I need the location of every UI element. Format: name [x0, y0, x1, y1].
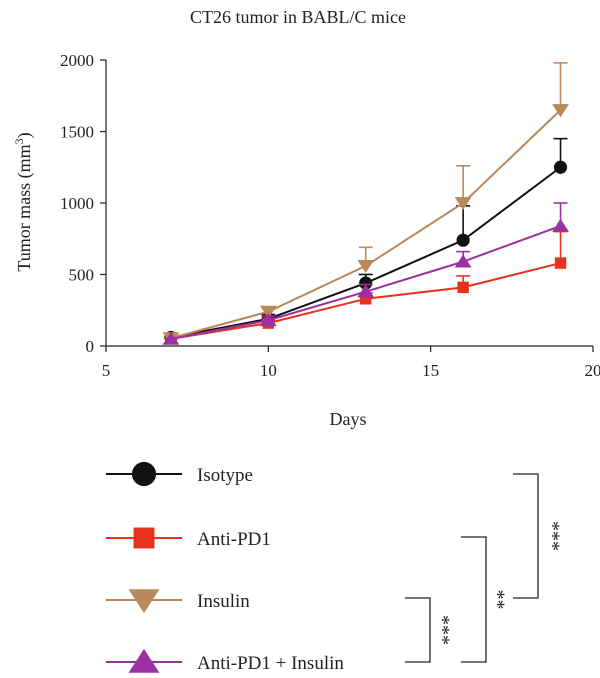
- data-point: [259, 305, 277, 319]
- x-axis-label: Days: [330, 409, 367, 429]
- legend-item-isotype: Isotype: [106, 461, 253, 487]
- data-point: [457, 281, 469, 294]
- y-axis-label: Tumor mass (mm3): [12, 132, 35, 271]
- significance-label: **: [493, 590, 515, 610]
- y-tick-label: 1000: [60, 194, 94, 213]
- legend: Isotype Anti-PD1 Insulin Anti-PD1 + Insulin: [106, 461, 344, 674]
- y-tick-label: 1500: [60, 123, 94, 142]
- x-tick-label: 5: [102, 361, 111, 380]
- legend-marker: [128, 648, 160, 673]
- data-point: [359, 276, 373, 290]
- data-point: [454, 197, 472, 211]
- series-isotype: [164, 137, 568, 345]
- legend-label: Anti-PD1: [197, 529, 271, 550]
- x-tick-label: 15: [422, 361, 439, 380]
- data-point: [552, 104, 569, 118]
- bracket-line: [405, 597, 431, 663]
- legend-item-anti-pd1: Anti-PD1: [106, 527, 271, 550]
- bracket-line: [461, 536, 487, 663]
- y-tick-label: 2000: [60, 51, 94, 70]
- y-tick-label: 0: [86, 337, 95, 356]
- legend-label: Insulin: [197, 591, 250, 612]
- significance-brackets: ********: [405, 473, 570, 663]
- legend-label: Isotype: [197, 465, 253, 486]
- legend-marker: [131, 461, 157, 487]
- x-tick-label: 10: [260, 361, 277, 380]
- legend-label: Anti-PD1 + Insulin: [197, 653, 344, 674]
- data-point: [456, 233, 470, 247]
- legend-item-insulin: Insulin: [106, 589, 250, 614]
- data-point: [554, 257, 567, 269]
- significance-bracket: ***: [513, 473, 570, 599]
- significance-bracket: ***: [405, 597, 460, 663]
- x-tick-label: 20: [585, 361, 600, 380]
- legend-item-anti-pd1-insulin: Anti-PD1 + Insulin: [106, 648, 344, 674]
- data-point: [357, 260, 375, 274]
- series-layer: [162, 62, 569, 346]
- data-point: [454, 254, 472, 268]
- chart-title: CT26 tumor in BABL/C mice: [190, 7, 406, 27]
- data-point: [553, 160, 568, 174]
- data-point: [552, 218, 569, 232]
- significance-label: ***: [438, 615, 460, 645]
- legend-marker: [128, 589, 160, 614]
- data-point: [357, 284, 375, 298]
- bracket-line: [513, 473, 539, 599]
- significance-bracket: **: [461, 536, 515, 663]
- data-point: [259, 313, 277, 327]
- series-anti-pd1-insulin: [162, 202, 569, 345]
- data-point: [162, 331, 180, 345]
- significance-label: ***: [548, 521, 570, 551]
- y-tick-label: 500: [69, 266, 95, 285]
- legend-marker: [133, 527, 155, 549]
- data-point: [360, 293, 372, 305]
- axes: 0 500 1000 1500 2000 5 10 15 20: [60, 51, 600, 380]
